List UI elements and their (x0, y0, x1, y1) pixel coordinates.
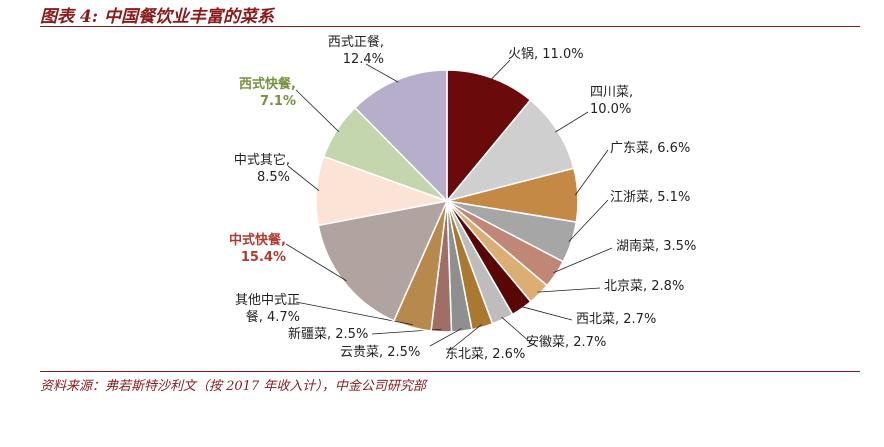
leader-line-9 (429, 328, 462, 347)
slice-label-8: 东北菜, 2.6% (445, 347, 525, 362)
slice-label-0: 火锅, 11.0% (508, 46, 584, 62)
leader-line-1 (555, 111, 589, 133)
slice-label-11: 其他中式正餐, 4.7% (235, 293, 300, 325)
slice-label-9: 云贵菜, 2.5% (340, 345, 420, 360)
leader-line-15 (365, 63, 399, 83)
slice-label-13: 中式其它, 8.5% (234, 152, 290, 185)
slice-label-10: 新疆菜, 2.5% (288, 326, 368, 342)
slice-label-14: 西式快餐, 7.1% (239, 76, 296, 109)
slice-label-12: 中式快餐, 15.4% (229, 232, 286, 265)
slice-label-5: 北京菜, 2.8% (604, 279, 684, 294)
slice-label-7: 安徽菜, 2.7% (526, 335, 606, 350)
slice-label-3: 江浙菜, 5.1% (610, 190, 690, 205)
leader-line-0 (490, 59, 511, 81)
leader-line-12 (285, 243, 347, 282)
slice-label-2: 广东菜, 6.6% (610, 141, 690, 156)
pie-slice-0 (446, 69, 532, 204)
figure-title: 图表 4: 中国餐饮业丰富的菜系 (40, 7, 274, 27)
leader-line-5 (537, 287, 601, 293)
leader-line-7 (501, 316, 531, 343)
pie-slice-12 (317, 199, 449, 322)
leader-line-13 (287, 165, 320, 192)
pie-slice-15 (353, 69, 448, 203)
slice-label-4: 湖南菜, 3.5% (616, 238, 696, 254)
slice-label-15: 西式正餐, 12.4% (328, 34, 384, 67)
leader-line-2 (574, 149, 609, 196)
leader-line-6 (520, 305, 573, 321)
source-note: 资料来源：弗若斯特沙利文（按 2017 年收入计），中金公司研究部 (40, 379, 426, 394)
leader-line-4 (553, 247, 613, 273)
leader-line-3 (568, 199, 609, 242)
leader-line-8 (449, 324, 482, 351)
title-rule (40, 26, 860, 27)
source-rule (40, 371, 860, 372)
slice-label-6: 西北菜, 2.7% (576, 312, 656, 327)
leader-line-14 (295, 89, 340, 133)
slice-label-1: 四川菜, 10.0% (590, 85, 633, 117)
